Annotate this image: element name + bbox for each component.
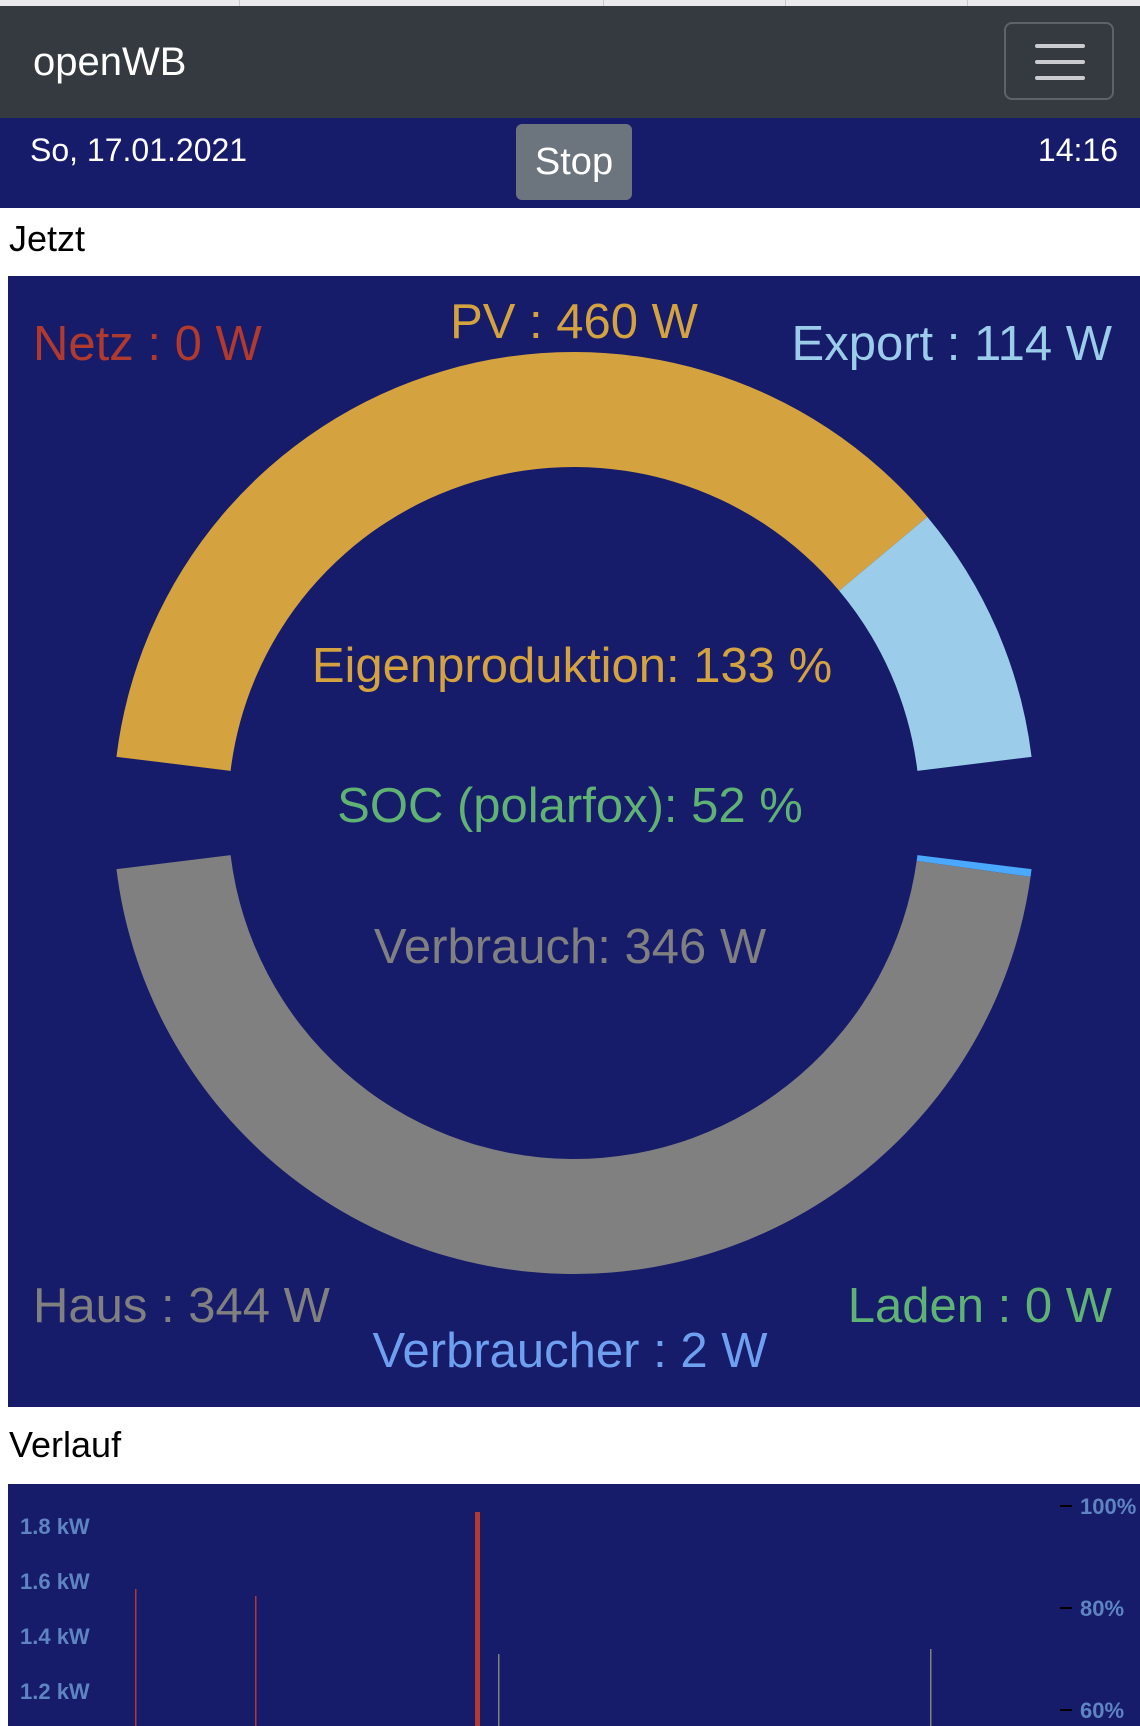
y-left-tick-label: 1.4 kW [20,1624,90,1649]
section-title-now: Jetzt [9,218,86,259]
y-left-tick-label: 1.8 kW [20,1514,90,1539]
charging-power-label: Laden : 0 W [848,1279,1113,1333]
hamburger-line-icon [1035,76,1085,80]
history-chart: 1.8 kW 1.6 kW 1.4 kW 1.2 kW 100% 80% 60% [20,1494,1136,1726]
hamburger-line-icon [1035,60,1085,64]
hamburger-line-icon [1035,44,1085,48]
pv-power-label: PV : 460 W [450,295,699,349]
top-navbar: openWB [0,6,1140,118]
hamburger-menu-button[interactable] [1004,22,1114,100]
date-display: So, 17.01.2021 [30,132,248,168]
history-trace-spike [135,1589,137,1726]
export-power-label: Export : 114 W [792,317,1113,371]
donut-slice-haus [116,855,1031,1274]
soc-label: SOC (polarfox): 52 % [337,779,803,833]
y-left-tick-label: 1.6 kW [20,1569,90,1594]
history-trace-spike [475,1512,480,1726]
y-right-tick-label: 60% [1080,1698,1124,1723]
history-trace-spike [255,1596,257,1726]
donut-slice-pv [116,352,928,771]
status-bar: So, 17.01.2021 Stop 14:16 [0,118,1140,208]
time-display: 14:16 [1037,132,1118,168]
history-trace-spike [930,1649,932,1726]
power-overview-panel: Netz : 0 W PV : 460 W Export : 114 W Eig… [8,276,1140,1407]
browser-top-strip [0,0,1140,6]
stop-button[interactable]: Stop [516,124,632,200]
y-right-tick-label: 100% [1080,1494,1136,1519]
history-chart-panel: 1.8 kW 1.6 kW 1.4 kW 1.2 kW 100% 80% 60% [8,1484,1140,1726]
history-trace-spike [498,1654,500,1726]
self-production-label: Eigenproduktion: 133 % [312,639,832,693]
section-title-history: Verlauf [9,1424,122,1465]
y-right-tick-label: 80% [1080,1596,1124,1621]
power-donut-chart: Netz : 0 W PV : 460 W Export : 114 W Eig… [33,295,1113,1378]
consumption-label: Verbrauch: 346 W [374,920,767,974]
y-left-tick-label: 1.2 kW [20,1679,90,1704]
grid-power-label: Netz : 0 W [33,317,262,371]
donut-slice-export [839,516,1032,771]
brand-title[interactable]: openWB [33,40,187,84]
consumers-power-label: Verbraucher : 2 W [373,1324,769,1378]
house-power-label: Haus : 344 W [33,1279,331,1333]
donut-slice-verbraucher [916,855,1032,877]
